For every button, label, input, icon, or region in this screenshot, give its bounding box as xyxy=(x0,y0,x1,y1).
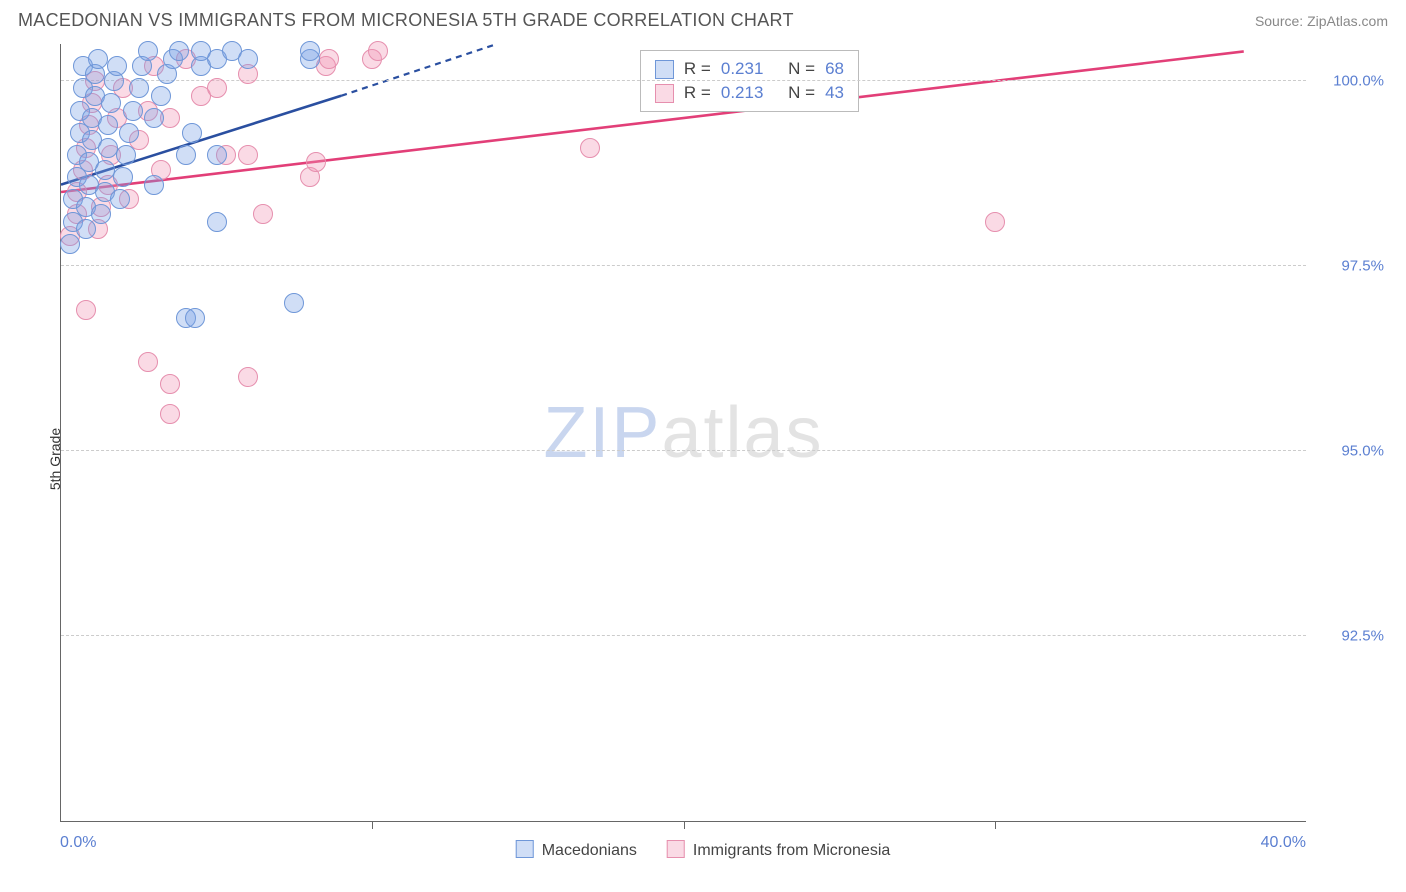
gridline xyxy=(61,265,1306,266)
y-tick-label: 97.5% xyxy=(1314,258,1384,275)
data-point-blue xyxy=(107,56,127,76)
series-legend: Macedonians Immigrants from Micronesia xyxy=(516,840,891,860)
legend-swatch-blue xyxy=(655,60,674,79)
data-point-blue xyxy=(176,145,196,165)
x-tick xyxy=(995,821,996,829)
n-label: N = xyxy=(788,83,815,103)
legend-row-blue: R = 0.231 N = 68 xyxy=(655,57,844,81)
data-point-blue xyxy=(76,219,96,239)
legend-row-pink: R = 0.213 N = 43 xyxy=(655,81,844,105)
y-tick-label: 95.0% xyxy=(1314,443,1384,460)
data-point-blue xyxy=(207,212,227,232)
pink-r-value: 0.213 xyxy=(721,83,764,103)
series-name-pink: Immigrants from Micronesia xyxy=(693,842,890,859)
x-axis-max-label: 40.0% xyxy=(1261,834,1306,852)
blue-n-value: 68 xyxy=(825,59,844,79)
legend-item-blue: Macedonians xyxy=(516,840,637,860)
chart-source: Source: ZipAtlas.com xyxy=(1255,13,1388,29)
data-point-blue xyxy=(101,93,121,113)
gridline xyxy=(61,635,1306,636)
chart-title: MACEDONIAN VS IMMIGRANTS FROM MICRONESIA… xyxy=(18,10,794,31)
data-point-pink xyxy=(76,300,96,320)
data-point-pink xyxy=(160,374,180,394)
data-point-pink xyxy=(138,352,158,372)
data-point-pink xyxy=(238,145,258,165)
data-point-blue xyxy=(207,145,227,165)
blue-r-value: 0.231 xyxy=(721,59,764,79)
chart-area: 5th Grade ZIPatlas R = 0.231 N = 68 R = … xyxy=(18,44,1388,874)
data-point-blue xyxy=(169,41,189,61)
data-point-blue xyxy=(300,41,320,61)
legend-swatch-pink-icon xyxy=(667,840,685,858)
data-point-blue xyxy=(129,78,149,98)
data-point-pink xyxy=(368,41,388,61)
chart-header: MACEDONIAN VS IMMIGRANTS FROM MICRONESIA… xyxy=(0,0,1406,39)
data-point-blue xyxy=(144,108,164,128)
gridline xyxy=(61,450,1306,451)
data-point-pink xyxy=(253,204,273,224)
legend-swatch-pink xyxy=(655,84,674,103)
data-point-blue xyxy=(119,123,139,143)
data-point-pink xyxy=(207,78,227,98)
data-point-blue xyxy=(116,145,136,165)
data-point-blue xyxy=(60,234,80,254)
n-label: N = xyxy=(788,59,815,79)
data-point-pink xyxy=(160,404,180,424)
data-point-pink xyxy=(306,152,326,172)
legend-swatch-blue-icon xyxy=(516,840,534,858)
data-point-blue xyxy=(91,204,111,224)
data-point-blue xyxy=(113,167,133,187)
data-point-blue xyxy=(284,293,304,313)
data-point-blue xyxy=(238,49,258,69)
legend-item-pink: Immigrants from Micronesia xyxy=(667,840,890,860)
x-tick xyxy=(684,821,685,829)
data-point-blue xyxy=(98,115,118,135)
data-point-blue xyxy=(185,308,205,328)
y-tick-label: 100.0% xyxy=(1314,73,1384,90)
data-point-pink xyxy=(580,138,600,158)
correlation-legend: R = 0.231 N = 68 R = 0.213 N = 43 xyxy=(640,50,859,112)
data-point-pink xyxy=(238,367,258,387)
data-point-blue xyxy=(88,49,108,69)
watermark-part2: atlas xyxy=(661,393,823,473)
data-point-blue xyxy=(138,41,158,61)
data-point-blue xyxy=(151,86,171,106)
x-tick xyxy=(372,821,373,829)
data-point-pink xyxy=(985,212,1005,232)
series-name-blue: Macedonians xyxy=(542,842,637,859)
data-point-blue xyxy=(110,189,130,209)
r-label: R = xyxy=(684,59,711,79)
data-point-blue xyxy=(144,175,164,195)
data-point-blue xyxy=(123,101,143,121)
data-point-blue xyxy=(95,160,115,180)
watermark: ZIPatlas xyxy=(543,392,823,474)
pink-n-value: 43 xyxy=(825,83,844,103)
y-tick-label: 92.5% xyxy=(1314,628,1384,645)
watermark-part1: ZIP xyxy=(543,393,661,473)
plot-area: ZIPatlas R = 0.231 N = 68 R = 0.213 N = … xyxy=(60,44,1306,822)
r-label: R = xyxy=(684,83,711,103)
data-point-pink xyxy=(319,49,339,69)
x-axis-min-label: 0.0% xyxy=(60,834,96,852)
data-point-blue xyxy=(182,123,202,143)
data-point-blue xyxy=(98,138,118,158)
